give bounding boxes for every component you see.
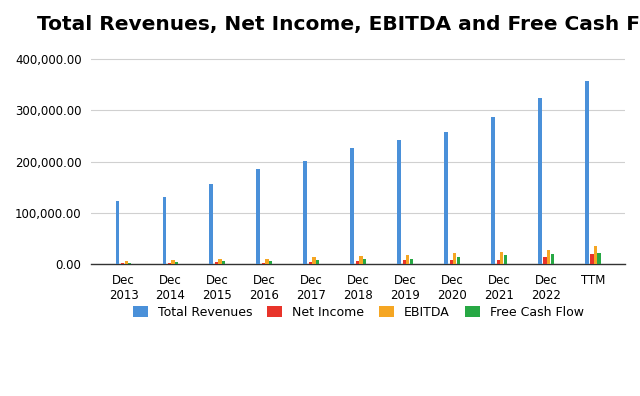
Bar: [406, 255, 410, 264]
Bar: [257, 169, 260, 264]
Bar: [121, 263, 124, 264]
Bar: [497, 260, 500, 264]
Bar: [308, 262, 312, 264]
Bar: [363, 259, 366, 264]
Bar: [491, 117, 495, 264]
Bar: [403, 260, 406, 264]
Bar: [410, 259, 413, 264]
Bar: [591, 254, 594, 264]
Bar: [397, 140, 401, 264]
Bar: [128, 263, 131, 264]
Bar: [262, 263, 265, 264]
Bar: [163, 197, 166, 264]
Legend: Total Revenues, Net Income, EBITDA, Free Cash Flow: Total Revenues, Net Income, EBITDA, Free…: [127, 301, 589, 324]
Bar: [175, 262, 179, 264]
Bar: [209, 184, 213, 264]
Bar: [269, 261, 272, 264]
Bar: [500, 251, 503, 264]
Bar: [168, 263, 172, 264]
Bar: [350, 148, 354, 264]
Bar: [356, 261, 359, 264]
Bar: [550, 254, 554, 264]
Bar: [594, 246, 597, 264]
Bar: [218, 259, 221, 264]
Bar: [547, 250, 550, 264]
Title: Total Revenues, Net Income, EBITDA and Free Cash Flow: Total Revenues, Net Income, EBITDA and F…: [37, 15, 640, 34]
Bar: [266, 259, 269, 264]
Bar: [456, 257, 460, 264]
Bar: [222, 261, 225, 264]
Bar: [312, 257, 316, 264]
Bar: [504, 255, 507, 264]
Bar: [538, 98, 542, 264]
Bar: [453, 253, 456, 264]
Bar: [449, 261, 453, 264]
Bar: [585, 81, 589, 264]
Bar: [116, 202, 119, 264]
Bar: [303, 161, 307, 264]
Bar: [215, 263, 218, 264]
Bar: [598, 253, 601, 264]
Bar: [359, 256, 362, 264]
Bar: [125, 261, 128, 264]
Bar: [316, 260, 319, 264]
Bar: [444, 132, 448, 264]
Bar: [172, 260, 175, 264]
Bar: [543, 257, 547, 264]
